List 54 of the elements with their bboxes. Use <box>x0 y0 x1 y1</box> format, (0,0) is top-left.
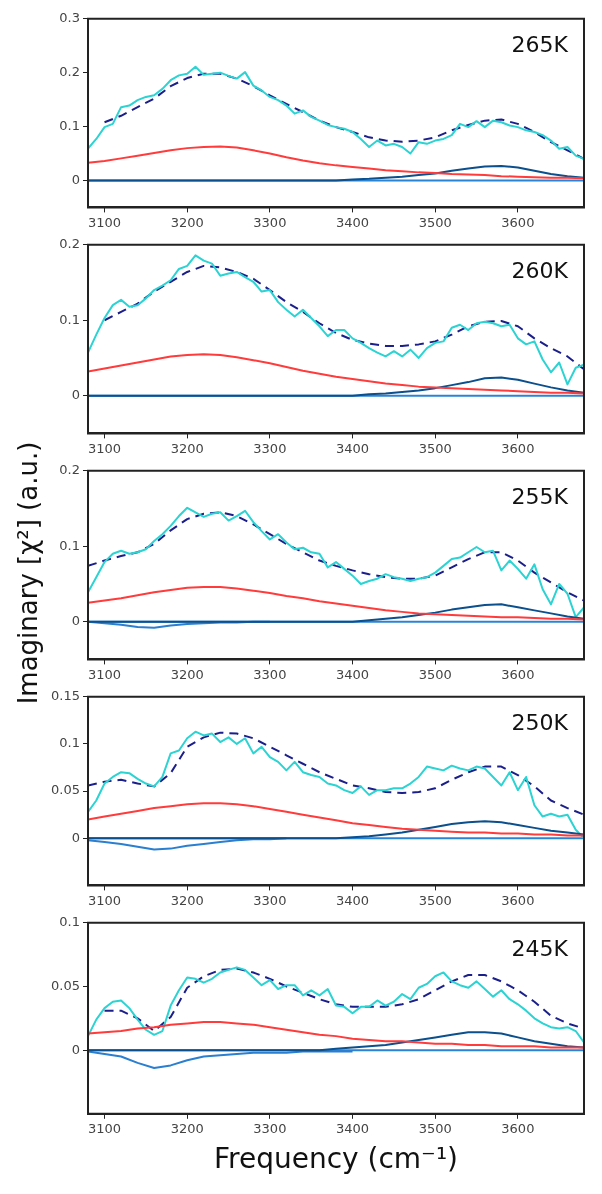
y-tick-label: 0 <box>71 613 80 629</box>
x-tick-label: 3200 <box>170 666 204 682</box>
annotation: 245K <box>511 935 569 961</box>
x-tick-label: 3300 <box>253 214 287 230</box>
x-tick-label: 3200 <box>170 1120 204 1136</box>
x-tick-label: 3200 <box>170 892 204 908</box>
x-tick-label: 3100 <box>87 440 122 456</box>
x-tick-label: 3100 <box>87 892 122 908</box>
y-tick-label: 0.3 <box>59 10 80 26</box>
annotation: 260K <box>511 257 569 283</box>
x-tick-label: 3200 <box>170 440 204 456</box>
x-tick-label: 3600 <box>501 666 535 682</box>
x-tick-label: 3400 <box>335 666 370 682</box>
annotation: 250K <box>511 709 569 735</box>
x-tick-label: 3300 <box>253 892 287 908</box>
y-tick-label: 0.05 <box>51 782 80 798</box>
x-tick-label: 3500 <box>418 440 452 456</box>
y-tick-label: 0 <box>71 829 80 845</box>
x-axis-title: Frequency (cm⁻¹) <box>213 1142 459 1176</box>
y-tick-label: 0.1 <box>59 735 80 751</box>
x-tick-label: 3400 <box>335 1120 370 1136</box>
y-tick-label: 0.1 <box>59 914 80 930</box>
y-tick-label: 0 <box>71 1041 80 1057</box>
y-tick-label: 0.2 <box>59 236 80 252</box>
annotation: 265K <box>511 31 569 57</box>
x-tick-label: 3400 <box>335 214 370 230</box>
x-tick-label: 3500 <box>418 666 452 682</box>
x-tick-label: 3500 <box>418 892 452 908</box>
y-tick-label: 0.05 <box>51 977 80 993</box>
x-tick-label: 3400 <box>335 892 370 908</box>
x-tick-label: 3400 <box>335 440 370 456</box>
x-tick-label: 3500 <box>418 214 452 230</box>
y-tick-label: 0 <box>71 387 80 403</box>
x-tick-label: 3200 <box>170 214 204 230</box>
y-tick-label: 0.15 <box>51 688 80 704</box>
y-tick-label: 0 <box>71 171 80 187</box>
x-tick-label: 3500 <box>418 1120 452 1136</box>
x-tick-label: 3600 <box>501 440 535 456</box>
x-tick-label: 3100 <box>87 214 122 230</box>
y-tick-label: 0.1 <box>59 537 80 553</box>
y-tick-label: 0.1 <box>59 117 80 133</box>
x-tick-label: 3300 <box>253 666 287 682</box>
x-tick-label: 3300 <box>253 1120 287 1136</box>
x-tick-label: 3100 <box>87 1120 122 1136</box>
x-tick-label: 3300 <box>253 440 287 456</box>
x-tick-label: 3600 <box>501 1120 535 1136</box>
x-tick-label: 3600 <box>501 214 535 230</box>
y-tick-label: 0.2 <box>59 64 80 80</box>
y-tick-label: 0.1 <box>59 311 80 327</box>
annotation: 255K <box>511 483 569 509</box>
y-axis-title: Imaginary [χ²] (a.u.) <box>13 441 43 705</box>
x-tick-label: 3600 <box>501 892 535 908</box>
y-tick-label: 0.2 <box>59 462 80 478</box>
x-tick-label: 3100 <box>87 666 122 682</box>
